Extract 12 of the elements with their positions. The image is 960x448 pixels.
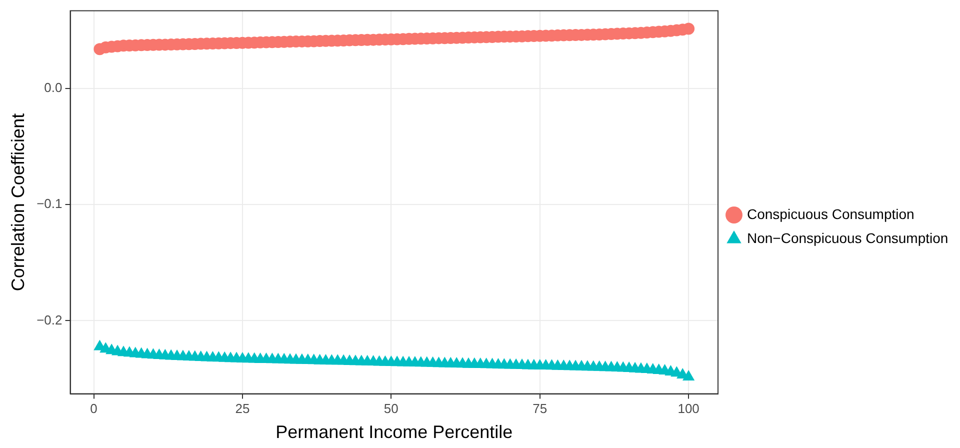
- y-axis-title: Correlation Coefficient: [8, 113, 28, 292]
- legend-label: Non−Conspicuous Consumption: [747, 230, 948, 246]
- y-tick-label: −0.2: [36, 312, 62, 328]
- x-tick-label: 100: [678, 401, 700, 416]
- x-tick-label: 0: [90, 401, 98, 416]
- x-tick-label: 25: [235, 401, 250, 416]
- y-tick-label: −0.1: [36, 196, 62, 212]
- x-tick-label: 75: [532, 401, 548, 416]
- y-tick-label: 0.0: [44, 80, 62, 96]
- x-tick-label: 50: [384, 401, 398, 416]
- legend-label: Conspicuous Consumption: [747, 206, 914, 222]
- x-axis-title: Permanent Income Percentile: [276, 422, 513, 442]
